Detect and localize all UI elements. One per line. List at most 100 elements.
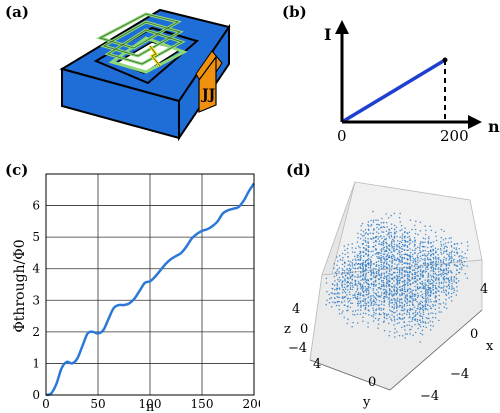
d-point: [443, 275, 446, 278]
d-point: [361, 290, 364, 292]
d-point: [393, 237, 396, 239]
d-point: [411, 317, 414, 319]
d-point: [417, 303, 420, 305]
d-point: [379, 288, 382, 290]
d-point: [347, 260, 350, 262]
d-point: [385, 266, 387, 268]
d-point: [362, 316, 364, 318]
d-point: [370, 297, 372, 300]
d-point: [341, 284, 343, 287]
d-point: [432, 268, 435, 271]
d-point: [433, 300, 435, 303]
d-point: [361, 242, 364, 245]
d-z-tick-0: 0: [300, 322, 308, 337]
b-endpoint: [442, 57, 448, 63]
d-point: [388, 269, 391, 271]
d-point: [383, 249, 385, 251]
d-point: [395, 293, 398, 296]
d-point: [356, 298, 359, 300]
d-point: [409, 271, 412, 273]
d-point: [393, 290, 396, 292]
d-point: [395, 267, 398, 270]
d-point: [364, 239, 367, 242]
d-point: [443, 230, 445, 232]
d-point: [370, 304, 372, 306]
d-point: [429, 320, 432, 322]
d-point: [346, 282, 348, 284]
d-point: [372, 309, 375, 312]
d-point: [431, 321, 434, 323]
d-point: [393, 320, 396, 322]
d-point: [388, 296, 391, 299]
d-point: [434, 262, 437, 265]
d-point: [338, 254, 341, 257]
d-point: [422, 275, 425, 277]
d-point: [359, 256, 362, 258]
d-point: [432, 241, 435, 243]
d-point: [378, 256, 380, 258]
d-point: [386, 291, 388, 294]
d-point: [396, 322, 399, 325]
d-point: [466, 277, 469, 279]
d-point: [432, 325, 434, 327]
d-point: [435, 300, 437, 302]
d-point: [414, 295, 416, 298]
d-point: [341, 283, 343, 286]
d-point: [386, 262, 388, 264]
d-point: [375, 249, 377, 251]
d-point: [394, 284, 396, 286]
d-point: [440, 228, 443, 231]
d-point: [406, 289, 409, 292]
d-point: [348, 299, 351, 302]
d-point: [443, 268, 445, 271]
d-point: [399, 285, 401, 288]
d-point: [362, 230, 365, 233]
d-point: [439, 247, 442, 250]
c-xtick-label: 200: [243, 397, 260, 411]
d-point: [415, 289, 417, 292]
d-point: [415, 247, 417, 250]
d-point: [460, 259, 463, 262]
d-point: [361, 235, 364, 237]
d-point: [453, 276, 456, 279]
d-point: [401, 292, 403, 294]
d-point: [381, 241, 383, 244]
d-point: [393, 212, 396, 215]
d-point: [430, 300, 432, 303]
d-point: [407, 276, 409, 278]
d-point: [341, 282, 343, 284]
d-point: [359, 313, 362, 315]
d-point: [367, 294, 369, 296]
d-point: [376, 251, 378, 254]
d-point: [362, 265, 364, 268]
d-point: [367, 246, 370, 248]
d-point: [354, 251, 356, 254]
d-point: [437, 257, 439, 259]
d-point: [360, 288, 362, 290]
d-point: [401, 307, 404, 309]
d-point: [414, 232, 417, 235]
d-point: [356, 322, 359, 324]
d-point: [396, 331, 398, 333]
d-point: [396, 274, 398, 277]
d-point: [413, 280, 416, 282]
d-point: [427, 322, 429, 324]
d-point: [388, 303, 390, 306]
d-point: [380, 275, 382, 277]
d-point: [391, 277, 394, 280]
d-point: [393, 336, 396, 338]
d-point: [409, 309, 411, 312]
d-point: [444, 237, 447, 240]
d-point: [461, 251, 463, 253]
d-point: [367, 287, 369, 290]
d-point: [343, 265, 346, 268]
d-point: [360, 257, 362, 259]
d-point: [408, 274, 411, 277]
d-point: [367, 326, 369, 328]
d-point: [378, 224, 381, 226]
d-point: [442, 243, 445, 245]
d-point: [412, 269, 414, 272]
d-point: [366, 258, 369, 261]
d-point: [341, 273, 343, 276]
d-point: [403, 275, 406, 278]
